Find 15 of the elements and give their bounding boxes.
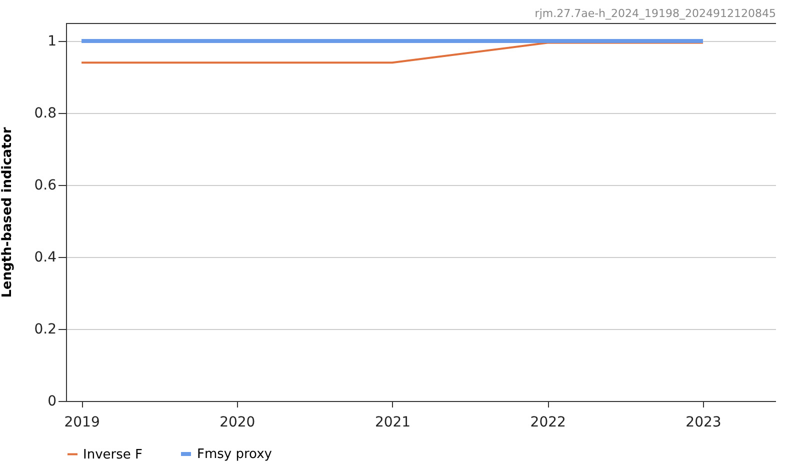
x-tick-label: 2022 — [530, 414, 566, 430]
text: rjm.27.7ae-h_2024_19198_2024912120845 — [534, 7, 776, 20]
legend-label: Inverse F — [83, 447, 142, 462]
y-tick-label: 0 — [48, 394, 56, 410]
x-tick-label: 2019 — [64, 414, 100, 430]
y-tick-label: 0.8 — [34, 106, 56, 122]
x-tick-label: 2023 — [686, 414, 722, 430]
x-tick-label: 2020 — [220, 414, 256, 430]
y-axis-title: Length-based indicator — [0, 126, 16, 298]
legend-label: Fmsy proxy — [197, 447, 272, 462]
y-tick-label: 0.4 — [34, 250, 57, 266]
y-tick-label: 0.2 — [34, 322, 56, 338]
x-tick-label: 2021 — [374, 414, 411, 430]
y-tick-label: 1 — [48, 34, 56, 50]
y-tick-label: 0.6 — [34, 178, 57, 194]
